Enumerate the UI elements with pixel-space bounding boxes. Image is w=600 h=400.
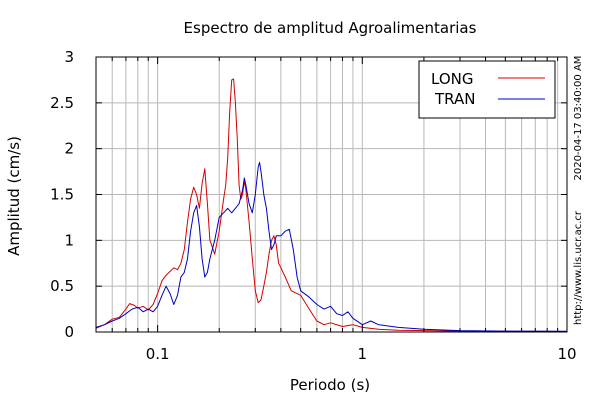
- series-line-long: [95, 78, 568, 332]
- series-lines: [95, 78, 568, 332]
- legend-label-long: LONG: [431, 70, 473, 88]
- x-tick-label: 1: [358, 345, 368, 363]
- x-tick-label: 0.1: [146, 345, 170, 363]
- y-axis-label: Amplitud (cm/s): [5, 136, 23, 256]
- legend-box: [418, 60, 556, 119]
- legend: LONG TRAN: [418, 60, 556, 119]
- chart-title: Espectro de amplitud Agroalimentarias: [184, 19, 477, 37]
- axis-ticks: 0 0.5 1 1.5 2 2.5 3 0.1 1 10: [50, 48, 576, 363]
- timestamp-label: 2020-04-17 03:40:00 AM: [573, 56, 584, 181]
- y-tick-label: 0: [64, 323, 74, 341]
- y-tick-label: 0.5: [50, 277, 74, 295]
- y-tick-label: 3: [64, 48, 74, 66]
- y-tick-label: 2: [64, 140, 74, 158]
- x-axis-label: Periodo (s): [290, 376, 370, 394]
- source-url-label: http://www.lis.ucr.ac.cr: [573, 210, 584, 325]
- x-tick-label: 10: [557, 345, 576, 363]
- y-tick-label: 1.5: [50, 186, 74, 204]
- legend-label-tran: TRAN: [434, 90, 475, 108]
- y-tick-label: 1: [64, 231, 74, 249]
- y-tick-label: 2.5: [50, 94, 74, 112]
- series-line-tran: [95, 161, 568, 332]
